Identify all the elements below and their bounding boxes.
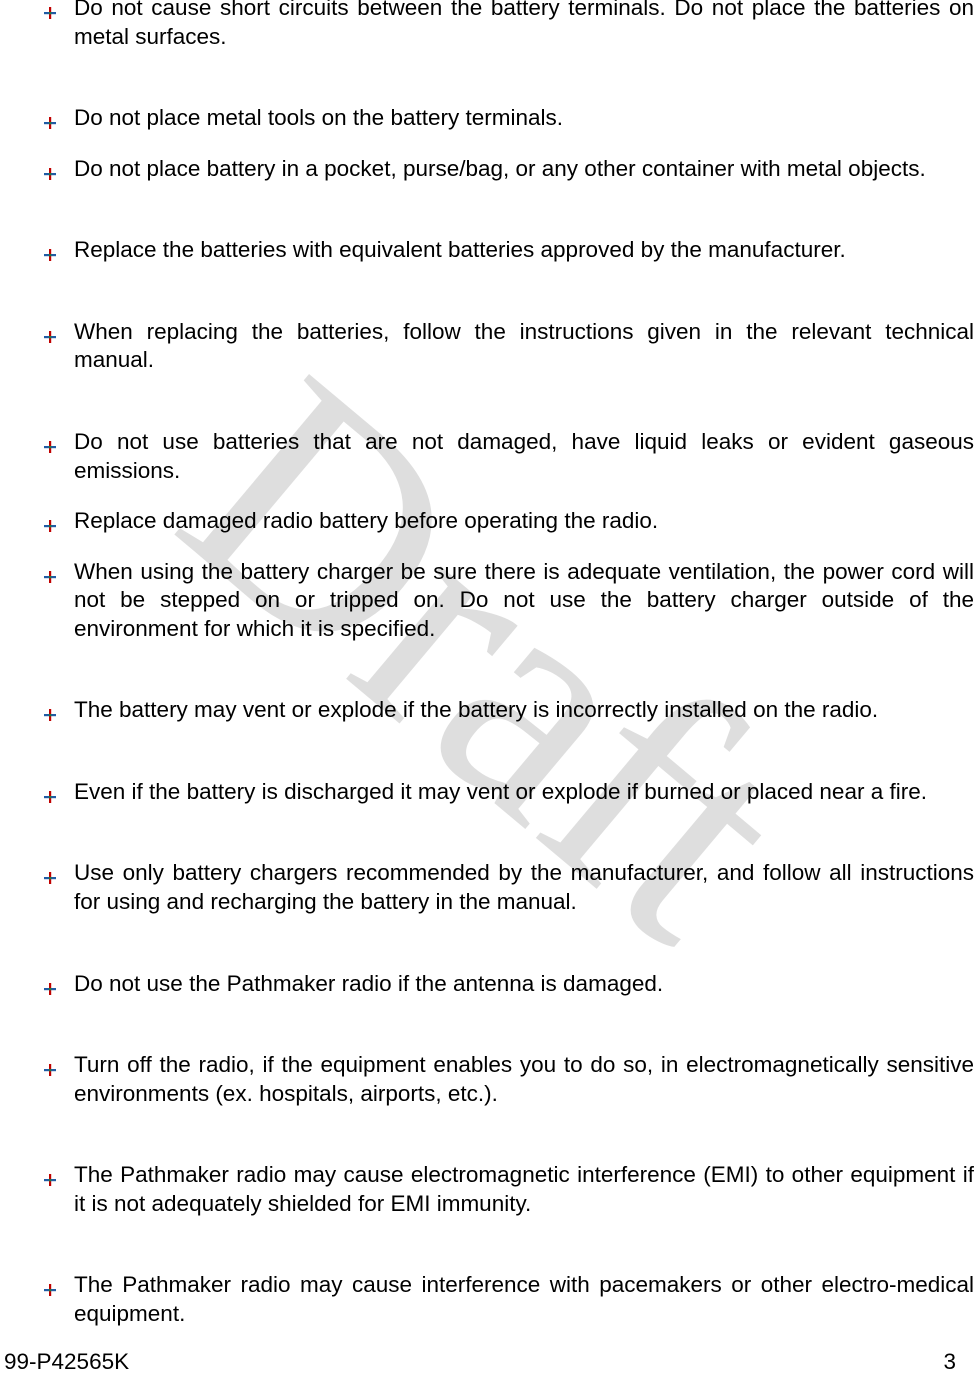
- page: Draft Do not cause short circuits betwee…: [0, 0, 974, 1387]
- list-item: The Pathmaker radio may cause interferen…: [44, 1271, 974, 1328]
- bullet-icon: [44, 432, 56, 444]
- list-item: Do not place metal tools on the battery …: [44, 104, 974, 133]
- bullet-plus-icon: [44, 331, 56, 343]
- list-item: Replace damaged radio battery before ope…: [44, 507, 974, 536]
- bullet-icon: [44, 863, 56, 875]
- list-item-text: Do not place metal tools on the battery …: [74, 105, 563, 130]
- bullet-plus-icon: [44, 249, 56, 261]
- bullet-plus-icon: [44, 983, 56, 995]
- bullet-plus-icon: [44, 791, 56, 803]
- bullet-icon: [44, 782, 56, 794]
- list-item: Even if the battery is discharged it may…: [44, 778, 974, 807]
- bullet-plus-icon: [44, 168, 56, 180]
- bullet-icon: [44, 1055, 56, 1067]
- content-area: Do not cause short circuits between the …: [44, 0, 974, 1329]
- list-item-text: Do not use the Pathmaker radio if the an…: [74, 971, 663, 996]
- bullet-icon: [44, 0, 56, 10]
- bullet-icon: [44, 1165, 56, 1177]
- bullet-plus-icon: [44, 872, 56, 884]
- bullet-plus-icon: [44, 117, 56, 129]
- bullet-plus-icon: [44, 1174, 56, 1186]
- bullet-icon: [44, 1275, 56, 1287]
- list-item-text: The Pathmaker radio may cause electromag…: [74, 1162, 974, 1216]
- list-item: When replacing the batteries, follow the…: [44, 318, 974, 375]
- list-item: Turn off the radio, if the equipment ena…: [44, 1051, 974, 1108]
- bullet-icon: [44, 974, 56, 986]
- list-item-text: Replace damaged radio battery before ope…: [74, 508, 658, 533]
- bullet-icon: [44, 511, 56, 523]
- bullet-plus-icon: [44, 7, 56, 19]
- list-item-text: The Pathmaker radio may cause interferen…: [74, 1272, 974, 1326]
- list-item: Use only battery chargers recommended by…: [44, 859, 974, 916]
- bullet-icon: [44, 159, 56, 171]
- list-item-text: Turn off the radio, if the equipment ena…: [74, 1052, 974, 1106]
- list-item: Replace the batteries with equivalent ba…: [44, 236, 974, 265]
- bullet-icon: [44, 562, 56, 574]
- bullet-icon: [44, 322, 56, 334]
- list-item: Do not place battery in a pocket, purse/…: [44, 155, 974, 184]
- bullet-list: Do not cause short circuits between the …: [44, 0, 974, 1329]
- bullet-icon: [44, 700, 56, 712]
- bullet-plus-icon: [44, 1284, 56, 1296]
- bullet-plus-icon: [44, 571, 56, 583]
- list-item: The battery may vent or explode if the b…: [44, 696, 974, 725]
- list-item-text: Do not use batteries that are not damage…: [74, 429, 974, 483]
- list-item: The Pathmaker radio may cause electromag…: [44, 1161, 974, 1218]
- list-item-text: Even if the battery is discharged it may…: [74, 779, 927, 804]
- bullet-icon: [44, 240, 56, 252]
- list-item-text: When replacing the batteries, follow the…: [74, 319, 974, 373]
- list-item-text: Do not place battery in a pocket, purse/…: [74, 156, 926, 181]
- bullet-plus-icon: [44, 441, 56, 453]
- list-item: Do not cause short circuits between the …: [44, 0, 974, 51]
- bullet-icon: [44, 108, 56, 120]
- list-item-text: The battery may vent or explode if the b…: [74, 697, 878, 722]
- list-item-text: Replace the batteries with equivalent ba…: [74, 237, 846, 262]
- list-item-text: Use only battery chargers recommended by…: [74, 860, 974, 914]
- list-item: Do not use the Pathmaker radio if the an…: [44, 970, 974, 999]
- bullet-plus-icon: [44, 1064, 56, 1076]
- bullet-plus-icon: [44, 520, 56, 532]
- page-number: 3: [943, 1349, 956, 1375]
- list-item-text: Do not cause short circuits between the …: [74, 0, 974, 49]
- list-item-text: When using the battery charger be sure t…: [74, 559, 974, 641]
- doc-id: 99-P42565K: [4, 1349, 129, 1375]
- list-item: Do not use batteries that are not damage…: [44, 428, 974, 485]
- list-item: When using the battery charger be sure t…: [44, 558, 974, 644]
- bullet-plus-icon: [44, 709, 56, 721]
